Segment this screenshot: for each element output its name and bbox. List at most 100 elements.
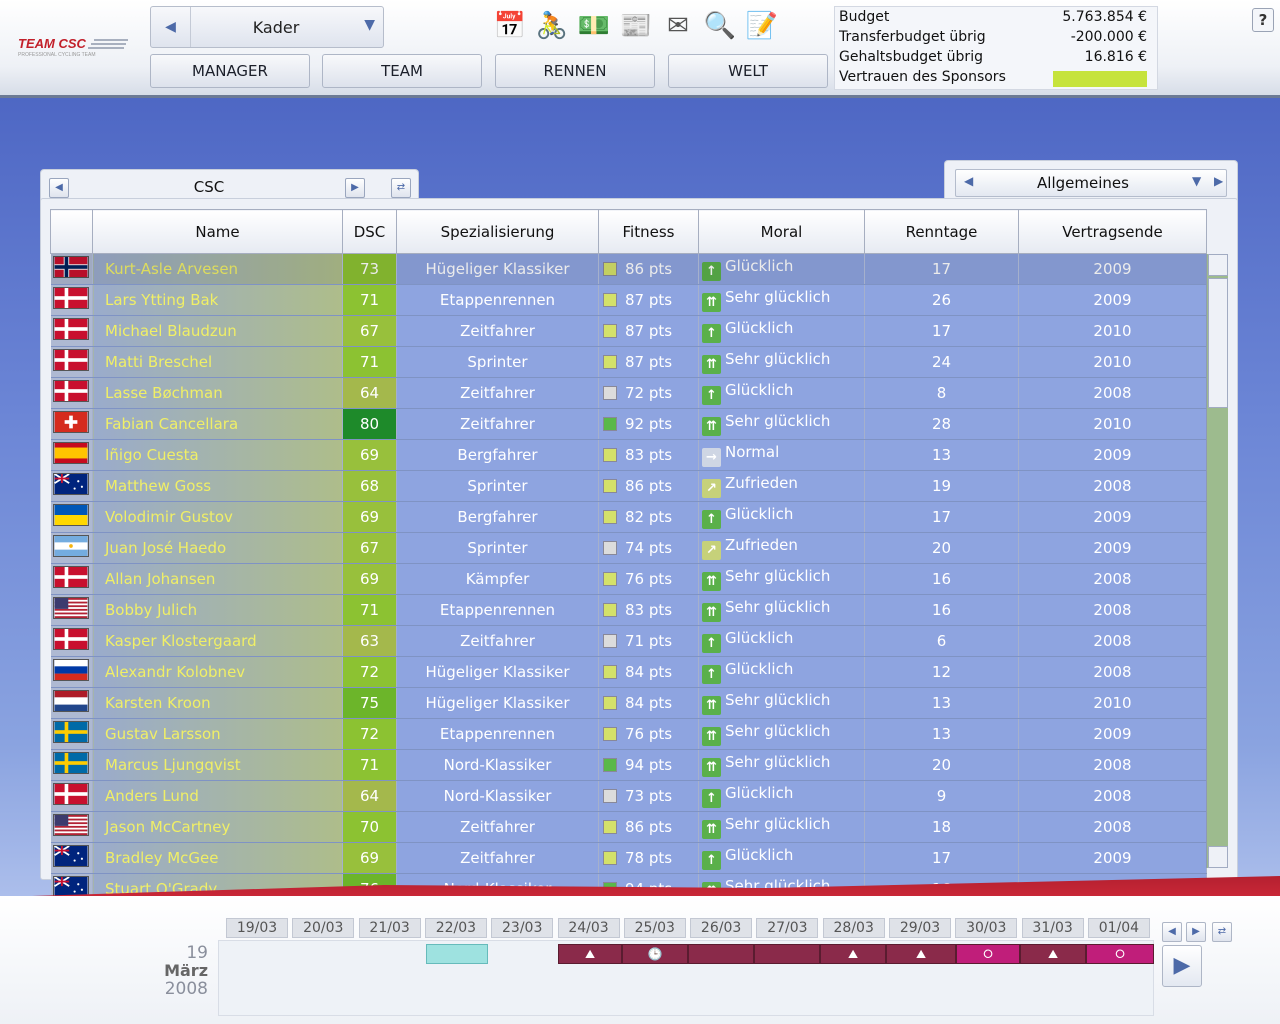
money-icon[interactable]: 💵: [577, 11, 611, 41]
col-name[interactable]: Name: [92, 209, 343, 254]
calendar-date[interactable]: 23/03: [491, 918, 554, 938]
race-event-time-trial[interactable]: 🕒: [622, 944, 688, 964]
table-row[interactable]: Allan Johansen 69 Kämpfer 76 pts ⇈ Sehr glück…: [50, 563, 1207, 595]
calendar-date[interactable]: 19/03: [226, 918, 288, 938]
rider-name[interactable]: Jason McCartney: [92, 811, 343, 843]
calendar-date[interactable]: 20/03: [292, 918, 355, 938]
calendar-date[interactable]: 22/03: [424, 918, 487, 938]
col-specialization[interactable]: Spezialisierung: [396, 209, 599, 254]
calendar-swap-icon[interactable]: ⇄: [1212, 922, 1232, 942]
chevron-down-icon[interactable]: ▼: [364, 17, 375, 33]
table-row[interactable]: Michael Blaudzun 67 Zeitfahrer 87 pts ↑ Glück…: [50, 315, 1207, 347]
table-row[interactable]: Lars Ytting Bak 71 Etappenrennen 87 pts ⇈ Seh…: [50, 284, 1207, 316]
race-event-hilly[interactable]: ⛰: [886, 944, 956, 964]
table-row[interactable]: Anders Lund 64 Nord-Klassiker 73 pts ↑ Glückl…: [50, 780, 1207, 812]
rider-name[interactable]: Juan José Haedo: [92, 532, 343, 564]
rider-name[interactable]: Anders Lund: [92, 780, 343, 812]
race-event-classic[interactable]: ⭘: [956, 944, 1020, 964]
race-event[interactable]: [688, 944, 754, 964]
table-row[interactable]: Jason McCartney 70 Zeitfahrer 86 pts ⇈ Sehr g…: [50, 811, 1207, 843]
tab-rennen[interactable]: RENNEN: [495, 54, 655, 88]
tab-team[interactable]: TEAM: [322, 54, 482, 88]
rider-name[interactable]: Bradley McGee: [92, 842, 343, 874]
rider-name[interactable]: Gustav Larsson: [92, 718, 343, 750]
prev-team-button[interactable]: ◀: [49, 178, 69, 198]
scroll-thumb[interactable]: [1208, 278, 1228, 408]
table-scrollbar[interactable]: [1206, 254, 1228, 868]
table-row[interactable]: Iñigo Cuesta 69 Bergfahrer 83 pts → Normal 13 2…: [50, 439, 1207, 471]
table-row[interactable]: Kurt-Asle Arvesen 73 Hügeliger Klassiker 86…: [50, 253, 1207, 285]
rider-name[interactable]: Lasse Bøchman: [92, 377, 343, 409]
rider-name[interactable]: Iñigo Cuesta: [92, 439, 343, 471]
race-event-classic[interactable]: ⭘: [1086, 944, 1154, 964]
calendar-date[interactable]: 21/03: [358, 918, 421, 938]
next-team-button[interactable]: ▶: [345, 178, 365, 198]
mail-icon[interactable]: ✉: [667, 11, 689, 41]
calendar-date[interactable]: 31/03: [1021, 918, 1084, 938]
newspaper-icon[interactable]: 📰: [619, 11, 653, 41]
rider-name[interactable]: Fabian Cancellara: [92, 408, 343, 440]
col-fitness[interactable]: Fitness: [598, 209, 699, 254]
rider-name[interactable]: Karsten Kroon: [92, 687, 343, 719]
view-prev-icon[interactable]: ◀: [964, 174, 974, 188]
training-event[interactable]: [426, 944, 488, 964]
col-contract-end[interactable]: Vertragsende: [1018, 209, 1207, 254]
calendar-next-button[interactable]: ▶: [1186, 922, 1206, 942]
search-icon[interactable]: 🔍: [703, 11, 737, 41]
table-row[interactable]: Lasse Bøchman 64 Zeitfahrer 72 pts ↑ Glücklic…: [50, 377, 1207, 409]
back-arrow-icon[interactable]: ◀: [151, 7, 191, 47]
calendar-date[interactable]: 26/03: [690, 918, 753, 938]
calendar-date[interactable]: 24/03: [557, 918, 620, 938]
calendar-icon[interactable]: 📅: [493, 11, 527, 41]
table-row[interactable]: Matthew Goss 68 Sprinter 86 pts ↗ Zufrieden 19…: [50, 470, 1207, 502]
calendar-date[interactable]: 27/03: [756, 918, 819, 938]
cyclist-icon[interactable]: 🚴: [535, 11, 569, 41]
rider-name[interactable]: Marcus Ljungqvist: [92, 749, 343, 781]
chevron-down-icon[interactable]: ▼: [1192, 174, 1202, 188]
rider-name[interactable]: Lars Ytting Bak: [92, 284, 343, 316]
scroll-up-button[interactable]: [1208, 254, 1228, 276]
scroll-down-button[interactable]: [1208, 846, 1228, 868]
rider-name[interactable]: Alexandr Kolobnev: [92, 656, 343, 688]
calendar-date[interactable]: 28/03: [822, 918, 885, 938]
table-row[interactable]: Karsten Kroon 75 Hügeliger Klassiker 84 pts…: [50, 687, 1207, 719]
table-row[interactable]: Fabian Cancellara 80 Zeitfahrer 92 pts ⇈ Sehr…: [50, 408, 1207, 440]
table-row[interactable]: Matti Breschel 71 Sprinter 87 pts ⇈ Sehr glüc…: [50, 346, 1207, 378]
table-row[interactable]: Bradley McGee 69 Zeitfahrer 78 pts ↑ Glücklic…: [50, 842, 1207, 874]
col-race-days[interactable]: Renntage: [864, 209, 1019, 254]
col-flag[interactable]: [50, 209, 93, 254]
calendar-date[interactable]: 25/03: [623, 918, 686, 938]
table-row[interactable]: Marcus Ljungqvist 71 Nord-Klassiker 94 pts ⇈…: [50, 749, 1207, 781]
help-button[interactable]: ?: [1252, 8, 1274, 32]
table-row[interactable]: Volodimir Gustov 69 Bergfahrer 82 pts ↑ Glück…: [50, 501, 1207, 533]
calendar-date[interactable]: 30/03: [955, 918, 1018, 938]
rider-name[interactable]: Bobby Julich: [92, 594, 343, 626]
rider-name[interactable]: Kurt-Asle Arvesen: [92, 253, 343, 285]
table-row[interactable]: Juan José Haedo 67 Sprinter 74 pts ↗ Zufriede…: [50, 532, 1207, 564]
view-next-icon[interactable]: ▶: [1214, 174, 1224, 188]
race-event-hilly[interactable]: ⛰: [1020, 944, 1086, 964]
col-moral[interactable]: Moral: [698, 209, 865, 254]
rider-name[interactable]: Kasper Klostergaard: [92, 625, 343, 657]
notes-icon[interactable]: 📝: [745, 11, 779, 41]
section-selector[interactable]: ◀ Kader ▼: [150, 6, 384, 48]
race-event-mountain[interactable]: ⛰: [820, 944, 886, 964]
table-row[interactable]: Kasper Klostergaard 63 Zeitfahrer 71 pts ↑ Gl…: [50, 625, 1207, 657]
swap-icon[interactable]: ⇄: [391, 178, 411, 198]
calendar-prev-button[interactable]: ◀: [1162, 922, 1182, 942]
table-row[interactable]: Bobby Julich 71 Etappenrennen 83 pts ⇈ Sehr g…: [50, 594, 1207, 626]
rider-name[interactable]: Matthew Goss: [92, 470, 343, 502]
race-event-hilly[interactable]: ⛰: [558, 944, 622, 964]
tab-manager[interactable]: MANAGER: [150, 54, 310, 88]
rider-name[interactable]: Michael Blaudzun: [92, 315, 343, 347]
view-selector[interactable]: ◀ Allgemeines ▼ ▶: [955, 169, 1227, 197]
tab-welt[interactable]: WELT: [668, 54, 828, 88]
calendar-date[interactable]: 29/03: [889, 918, 951, 938]
col-dsc[interactable]: DSC: [342, 209, 397, 254]
rider-name[interactable]: Allan Johansen: [92, 563, 343, 595]
rider-name[interactable]: Volodimir Gustov: [92, 501, 343, 533]
table-row[interactable]: Gustav Larsson 72 Etappenrennen 76 pts ⇈ Sehr…: [50, 718, 1207, 750]
table-row[interactable]: Alexandr Kolobnev 72 Hügeliger Klassiker 84…: [50, 656, 1207, 688]
race-event[interactable]: [754, 944, 820, 964]
rider-name[interactable]: Matti Breschel: [92, 346, 343, 378]
